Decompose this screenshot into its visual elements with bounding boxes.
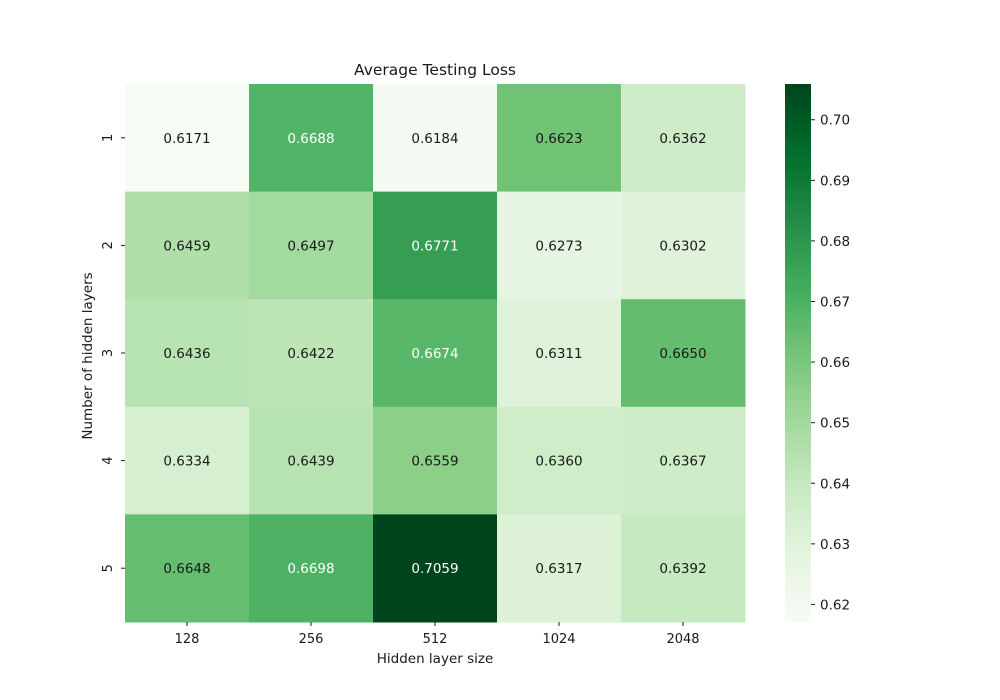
heatmap-cell [249,191,374,300]
x-tick-label: 2048 [666,632,699,647]
colorbar-tick-label: 0.62 [820,597,850,613]
cell-value-label: 0.6771 [411,238,458,254]
heatmap-cell [497,406,622,515]
colorbar-tick-label: 0.67 [820,295,850,311]
x-tick-label: 1024 [542,632,575,647]
heatmap-cell [125,191,250,300]
heatmap-cell [249,514,374,623]
heatmap-cell [125,514,250,623]
x-axis-label: Hidden layer size [377,651,494,667]
cell-value-label: 0.6623 [535,131,582,147]
cell-value-label: 0.6648 [163,561,210,577]
cell-value-label: 0.6459 [163,238,210,254]
cell-value-label: 0.6360 [535,454,582,470]
cell-value-label: 0.6317 [535,561,582,577]
heatmap-cell [497,84,622,193]
cell-value-label: 0.6392 [659,561,706,577]
x-axis-ticks: 128 256 512 1024 2048 [175,622,700,647]
cell-value-label: 0.6422 [287,346,334,362]
heatmap-cell [125,299,250,408]
heatmap-cell [125,406,250,515]
y-tick-label: 2 [101,241,116,249]
heatmap-cell [249,84,374,193]
heatmap-cell [373,84,498,193]
chart-title: Average Testing Loss [354,61,516,79]
cell-value-label: 0.6367 [659,454,706,470]
colorbar-ticks: 0.62 0.63 0.64 0.65 0.66 0.67 0.68 0.69 0.70 [811,113,850,613]
cell-value-label: 0.6688 [287,131,334,147]
colorbar-tick-label: 0.69 [820,173,850,189]
heatmap-cell [125,84,250,193]
colorbar-tick-label: 0.65 [820,416,850,432]
cell-value-label: 0.6362 [659,131,706,147]
y-axis-label: Number of hidden layers [80,272,96,439]
colorbar-tick-label: 0.68 [820,234,850,250]
heatmap-cell [621,299,746,408]
colorbar-tick-label: 0.70 [820,113,850,129]
cell-value-label: 0.6650 [659,346,706,362]
cell-value-label: 0.6273 [535,238,582,254]
cell-value-label: 0.6497 [287,238,334,254]
y-tick-label: 1 [101,134,116,142]
heatmap-cell [373,299,498,408]
cell-value-label: 0.7059 [411,561,458,577]
heatmap-cell [249,299,374,408]
heatmap-cell [497,299,622,408]
heatmap-cell [621,406,746,515]
heatmap-cell [373,514,498,623]
heatmap-cell [621,84,746,193]
cell-value-label: 0.6302 [659,238,706,254]
heatmap-cell [249,406,374,515]
cell-value-label: 0.6436 [163,346,210,362]
y-axis-ticks: 1 2 3 4 5 [101,134,125,572]
y-tick-label: 3 [101,349,116,357]
y-tick-label: 4 [101,456,116,464]
x-tick-label: 128 [175,632,200,647]
heatmap-cell [621,191,746,300]
cell-value-label: 0.6698 [287,561,334,577]
heatmap-cell [373,191,498,300]
cell-value-label: 0.6311 [535,346,582,362]
cell-value-label: 0.6334 [163,454,210,470]
cell-value-label: 0.6171 [163,131,210,147]
colorbar-tick-label: 0.64 [820,476,850,492]
x-tick-label: 256 [299,632,324,647]
heatmap-cell [621,514,746,623]
heatmap-cell [497,191,622,300]
y-tick-label: 5 [101,564,116,572]
heatmap-cell [373,406,498,515]
cell-value-label: 0.6439 [287,454,334,470]
cell-value-label: 0.6674 [411,346,458,362]
colorbar [785,84,811,622]
heatmap-cells: 0.6171 0.6688 0.6184 0.6623 0.6362 0.6459 0.64… [125,84,746,623]
heatmap-cell [497,514,622,623]
colorbar-tick-label: 0.66 [820,355,850,371]
x-tick-label: 512 [423,632,448,647]
cell-value-label: 0.6184 [411,131,458,147]
cell-value-label: 0.6559 [411,454,458,470]
colorbar-tick-label: 0.63 [820,537,850,553]
